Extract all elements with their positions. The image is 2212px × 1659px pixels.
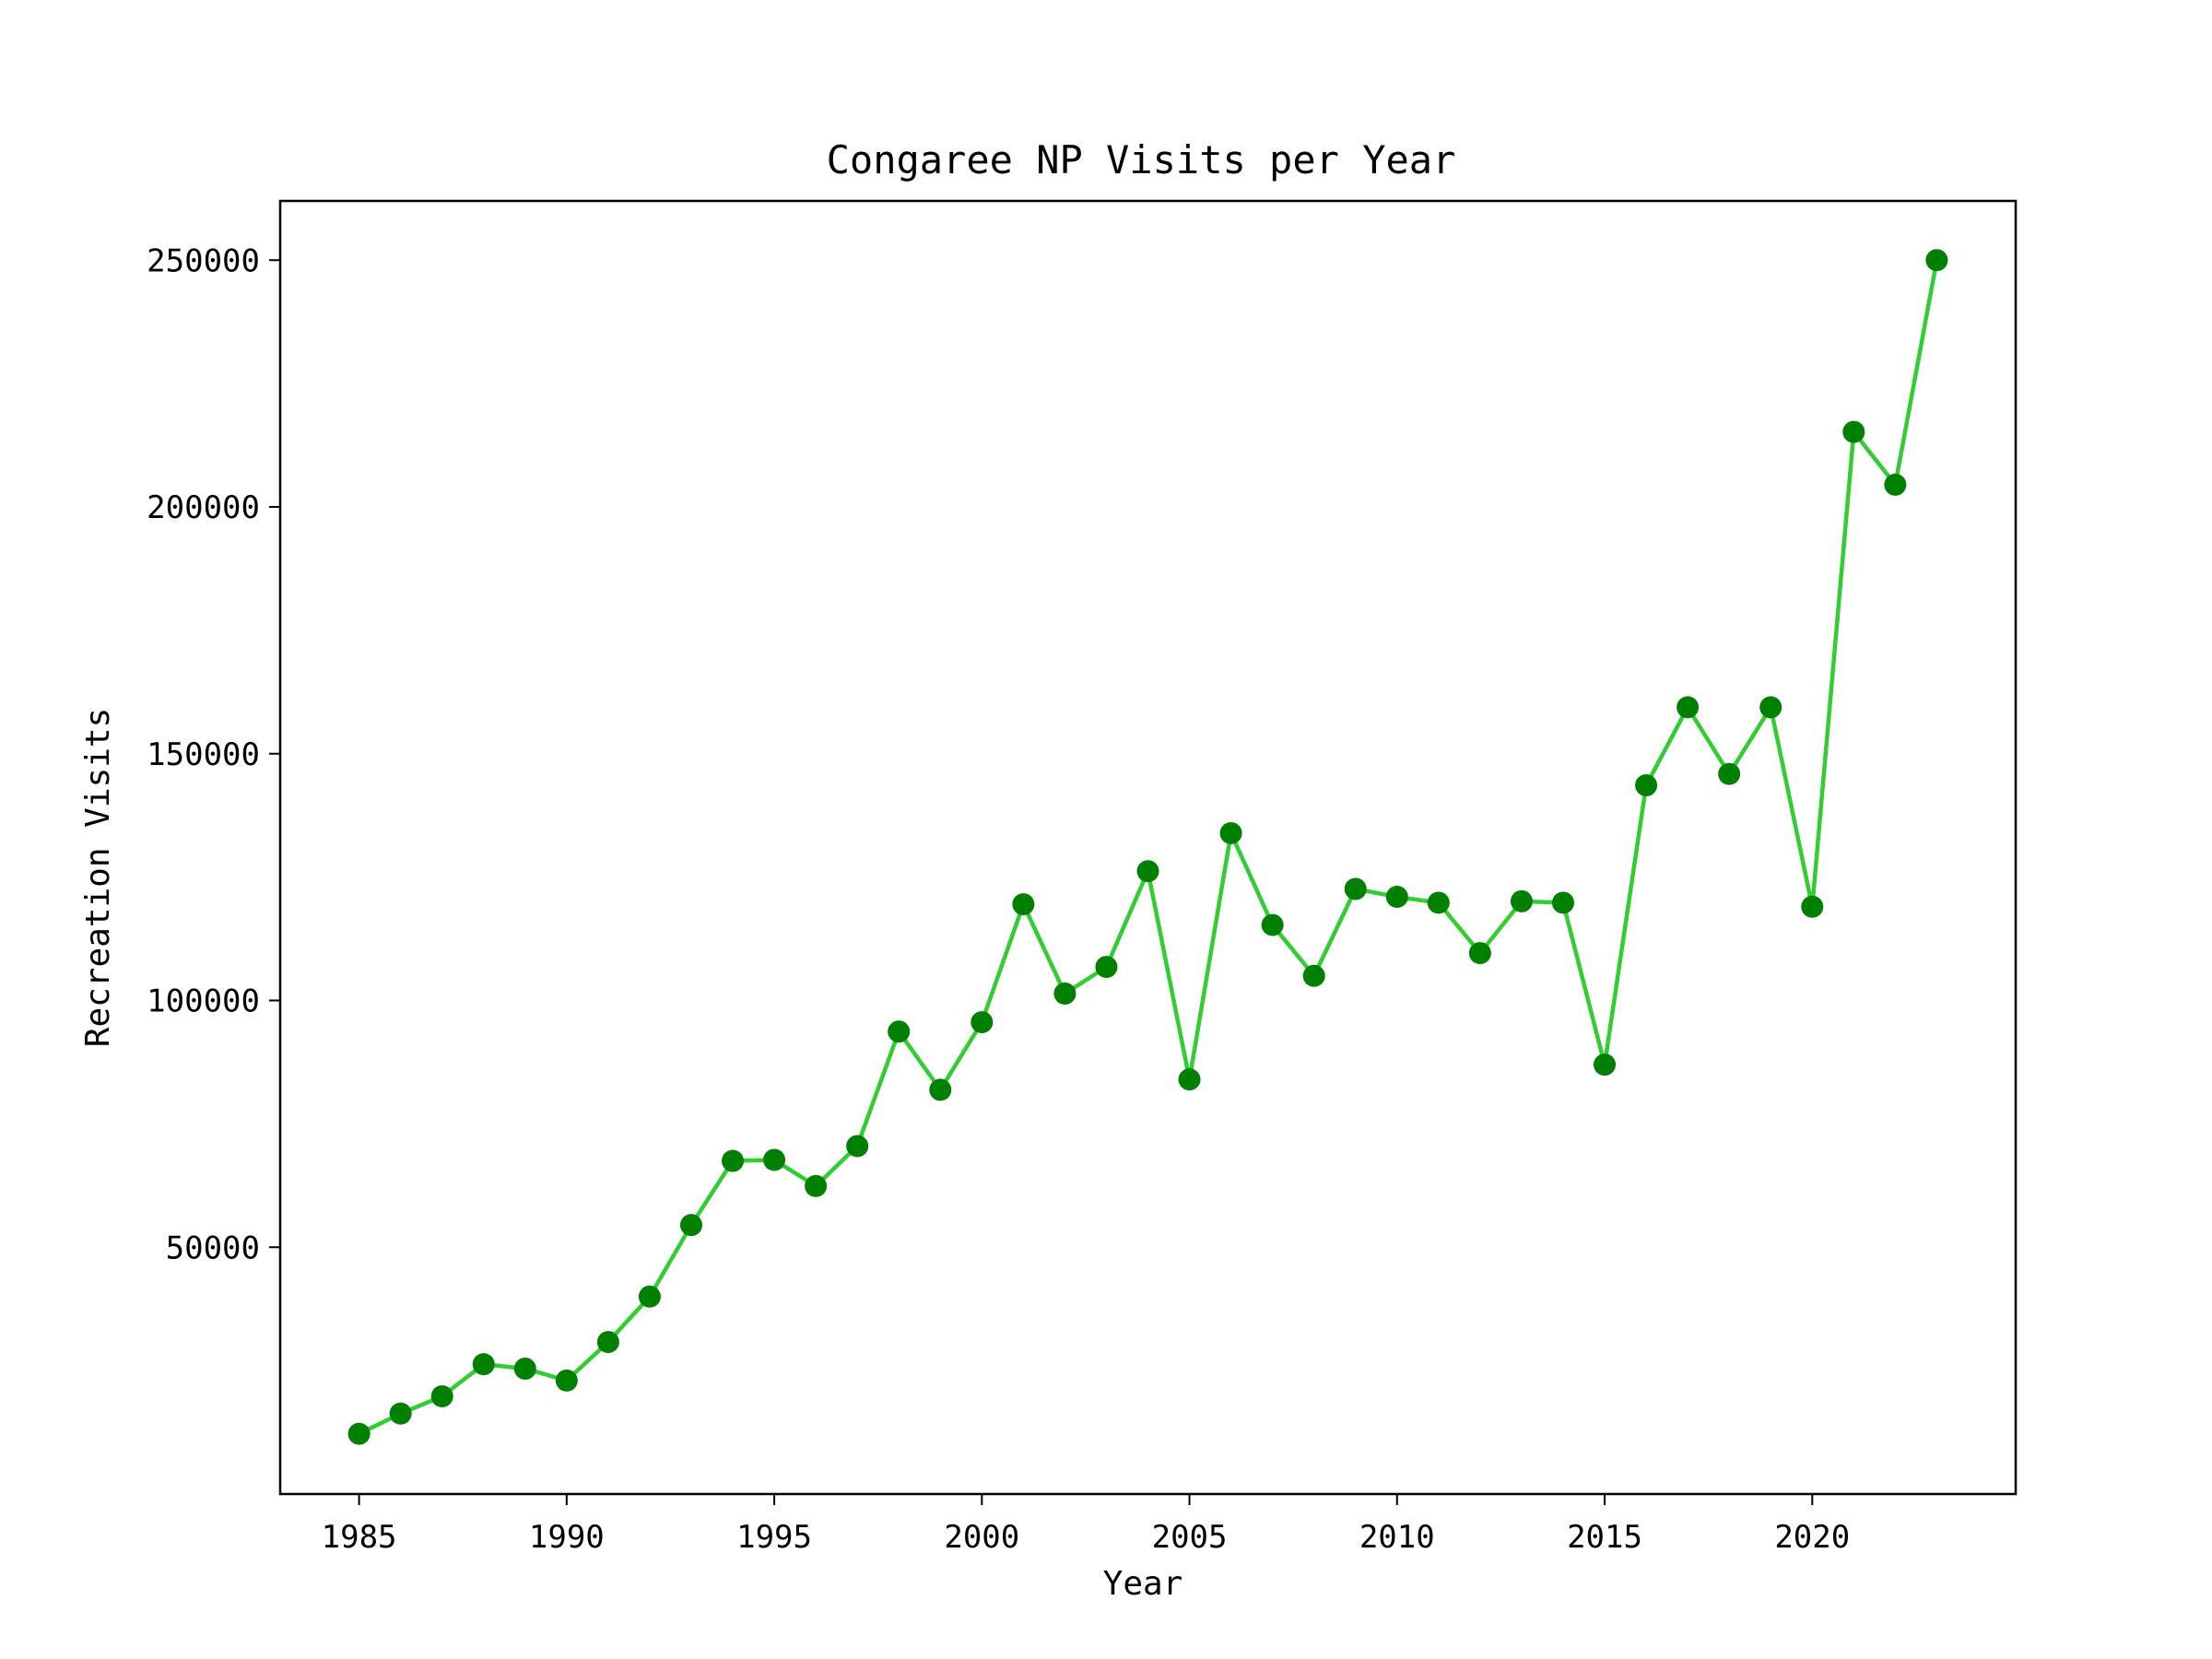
data-point xyxy=(1842,420,1865,443)
data-point xyxy=(1468,942,1491,965)
x-tick-label: 1990 xyxy=(529,1519,605,1556)
data-point xyxy=(555,1369,578,1392)
data-point xyxy=(971,1011,994,1034)
data-point xyxy=(1635,774,1658,797)
x-tick-label: 1985 xyxy=(322,1519,397,1556)
y-tick-label: 50000 xyxy=(166,1230,260,1266)
data-point xyxy=(1594,1053,1617,1077)
data-point xyxy=(888,1020,911,1043)
data-point xyxy=(722,1149,745,1172)
y-tick-label: 250000 xyxy=(147,242,260,279)
plot-frame xyxy=(278,199,2018,1496)
data-point xyxy=(638,1285,661,1308)
data-point xyxy=(1053,982,1077,1006)
data-point xyxy=(846,1135,869,1158)
x-tick-label: 2010 xyxy=(1359,1519,1435,1556)
data-point xyxy=(805,1174,828,1197)
data-point xyxy=(389,1402,412,1425)
data-point xyxy=(1427,891,1450,914)
data-point xyxy=(347,1422,371,1445)
data-point xyxy=(1219,821,1242,844)
data-point xyxy=(1178,1068,1201,1091)
axis-ticks: 1985 1990 1995 2000 2005 2010 2015 2020 50000 100… xyxy=(147,242,1850,1556)
data-point xyxy=(763,1148,786,1171)
data-point xyxy=(1801,895,1824,918)
series-line xyxy=(358,259,1939,1436)
data-point xyxy=(1510,889,1533,912)
data-point xyxy=(1677,696,1700,719)
data-point xyxy=(1136,860,1159,883)
x-tick-label: 1995 xyxy=(736,1519,812,1556)
series-visits xyxy=(347,249,1948,1445)
data-point xyxy=(679,1214,702,1237)
y-tick-label: 200000 xyxy=(147,489,260,526)
y-axis-title: Recreation Visits xyxy=(79,708,117,1047)
data-point xyxy=(1302,964,1325,987)
data-point xyxy=(1759,696,1783,719)
data-point xyxy=(472,1353,495,1376)
x-axis-title: Year xyxy=(1103,1565,1183,1603)
data-point xyxy=(430,1384,453,1407)
data-point xyxy=(1551,891,1574,914)
data-point xyxy=(1718,762,1741,785)
data-point xyxy=(1884,473,1907,496)
data-point xyxy=(596,1331,619,1354)
plot-area xyxy=(278,199,2018,1496)
y-tick-label: 150000 xyxy=(147,736,260,773)
data-point xyxy=(1925,249,1948,272)
data-point xyxy=(1344,877,1367,900)
chart-title: Congaree NP Visits per Year xyxy=(827,137,1456,182)
x-tick-label: 2015 xyxy=(1567,1519,1642,1556)
data-point xyxy=(929,1078,952,1101)
data-point xyxy=(1012,893,1035,916)
y-tick-label: 100000 xyxy=(147,983,260,1020)
data-point xyxy=(1261,913,1284,936)
data-point xyxy=(1095,956,1118,979)
x-tick-label: 2005 xyxy=(1152,1519,1228,1556)
data-point xyxy=(513,1357,536,1380)
data-point xyxy=(1385,886,1408,909)
x-tick-label: 2000 xyxy=(944,1519,1019,1556)
x-tick-label: 2020 xyxy=(1774,1519,1850,1556)
